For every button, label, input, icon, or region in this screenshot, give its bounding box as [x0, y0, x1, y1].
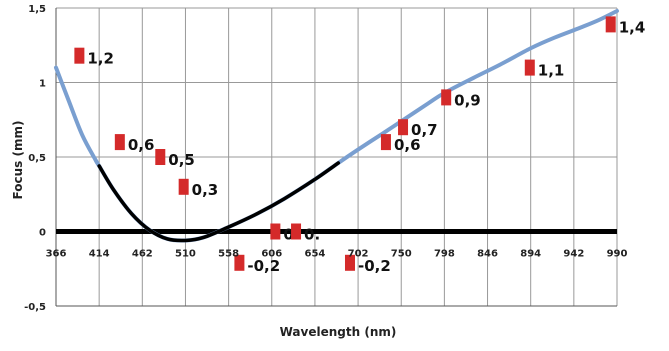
- data-point-label: 0,5: [168, 151, 195, 169]
- series-line-2: [99, 163, 338, 241]
- y-tick-label: 0,5: [28, 153, 46, 164]
- data-point-label: 1,1: [538, 62, 565, 80]
- data-point-marker: [606, 16, 616, 32]
- x-tick-label: 510: [175, 249, 196, 260]
- series-line-1: [56, 11, 617, 241]
- x-tick-label: 606: [261, 249, 282, 260]
- data-point-label: 0,9: [454, 91, 481, 109]
- x-tick-label: 462: [132, 249, 153, 260]
- y-tick-label: -0,5: [24, 302, 46, 313]
- data-point-marker: [115, 134, 125, 150]
- data-point-label: 0,3: [192, 181, 219, 199]
- data-point-marker: [398, 119, 408, 135]
- x-tick-label: 558: [218, 249, 239, 260]
- x-tick-label: 798: [434, 249, 455, 260]
- y-tick-label: 1: [39, 79, 46, 90]
- tick-labels: 366 414 462 510 558 606 654 702 750 798 846 894 942 9…: [24, 4, 627, 313]
- grid-lines: [56, 8, 617, 306]
- x-tick-label: 366: [46, 249, 67, 260]
- data-point-marker: [179, 179, 189, 195]
- series-lines: [56, 11, 617, 241]
- data-point-marker: [441, 89, 451, 105]
- x-axis-title: Wavelength (nm): [280, 325, 397, 339]
- x-tick-label: 414: [89, 249, 110, 260]
- x-tick-label: 750: [391, 249, 412, 260]
- data-point-label: 1,2: [87, 50, 114, 68]
- data-point-label: 1,4: [619, 18, 646, 36]
- data-point-marker: [381, 134, 391, 150]
- x-tick-label: 654: [304, 249, 325, 260]
- data-point-marker: [270, 224, 280, 240]
- y-tick-label: 0: [39, 228, 46, 239]
- data-point-marker: [155, 149, 165, 165]
- x-tick-label: 894: [520, 249, 541, 260]
- x-tick-label: 702: [348, 249, 369, 260]
- data-point-marker: [525, 60, 535, 76]
- x-tick-label: 990: [607, 249, 628, 260]
- data-point-label: 0.: [304, 226, 320, 244]
- x-tick-label: 942: [563, 249, 584, 260]
- x-tick-label: 846: [477, 249, 498, 260]
- y-axis-title: Focus (mm): [11, 121, 25, 200]
- data-point-label: 0,7: [411, 121, 438, 139]
- data-point-marker: [74, 48, 84, 64]
- data-point-marker: [291, 224, 301, 240]
- data-point-label: 0,6: [128, 136, 155, 154]
- y-tick-label: 1,5: [28, 4, 46, 15]
